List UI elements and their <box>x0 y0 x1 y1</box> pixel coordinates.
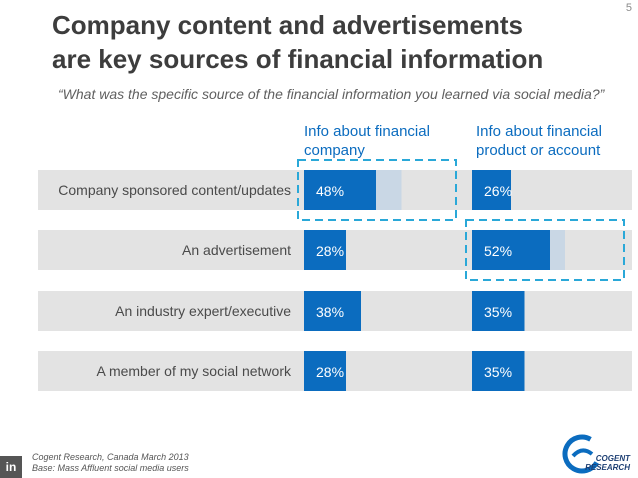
page-title: Company content and advertisements are k… <box>52 8 612 76</box>
bar <box>472 351 525 391</box>
bar <box>472 291 525 331</box>
column-header-company: Info about financial company <box>304 122 454 160</box>
title-line-2: are key sources of financial information <box>52 44 544 74</box>
cogent-research-logo: COGENT RESEARCH <box>562 434 631 474</box>
footnote-source: Cogent Research, Canada March 2013 <box>32 452 189 462</box>
column-header-company-line-1: Info about financial <box>304 123 430 140</box>
data-label: 38% <box>316 304 344 320</box>
data-label: 48% <box>316 183 344 199</box>
bar <box>304 170 376 210</box>
category-label: A member of my social network <box>96 363 291 379</box>
title-line-1: Company content and advertisements <box>52 10 523 40</box>
svg-text:RESEARCH: RESEARCH <box>585 463 630 472</box>
category-label: An industry expert/executive <box>115 303 291 319</box>
data-label: 35% <box>484 304 512 320</box>
data-label: 28% <box>316 364 344 380</box>
column-header-product-line-1: Info about financial <box>476 123 602 140</box>
footnote-base: Base: Mass Affluent social media users <box>32 463 189 473</box>
column-header-company-line-2: company <box>304 142 365 159</box>
linkedin-icon[interactable]: in <box>0 456 22 478</box>
data-label: 52% <box>484 243 512 259</box>
data-label: 35% <box>484 364 512 380</box>
data-label: 26% <box>484 183 512 199</box>
highlight-box <box>297 159 457 221</box>
svg-text:COGENT: COGENT <box>596 454 631 463</box>
survey-question: “What was the specific source of the fin… <box>58 86 605 102</box>
column-header-product-line-2: product or account <box>476 142 601 159</box>
category-label: Company sponsored content/updates <box>58 182 291 198</box>
bar <box>304 291 361 331</box>
page-number: 5 <box>625 2 632 14</box>
data-label: 28% <box>316 243 344 259</box>
bar <box>304 351 346 391</box>
bar <box>472 230 550 270</box>
bar <box>304 230 346 270</box>
category-label: An advertisement <box>182 242 291 258</box>
highlight-box <box>465 219 625 281</box>
bar <box>472 170 511 210</box>
column-header-product: Info about financial product or account <box>476 122 626 160</box>
